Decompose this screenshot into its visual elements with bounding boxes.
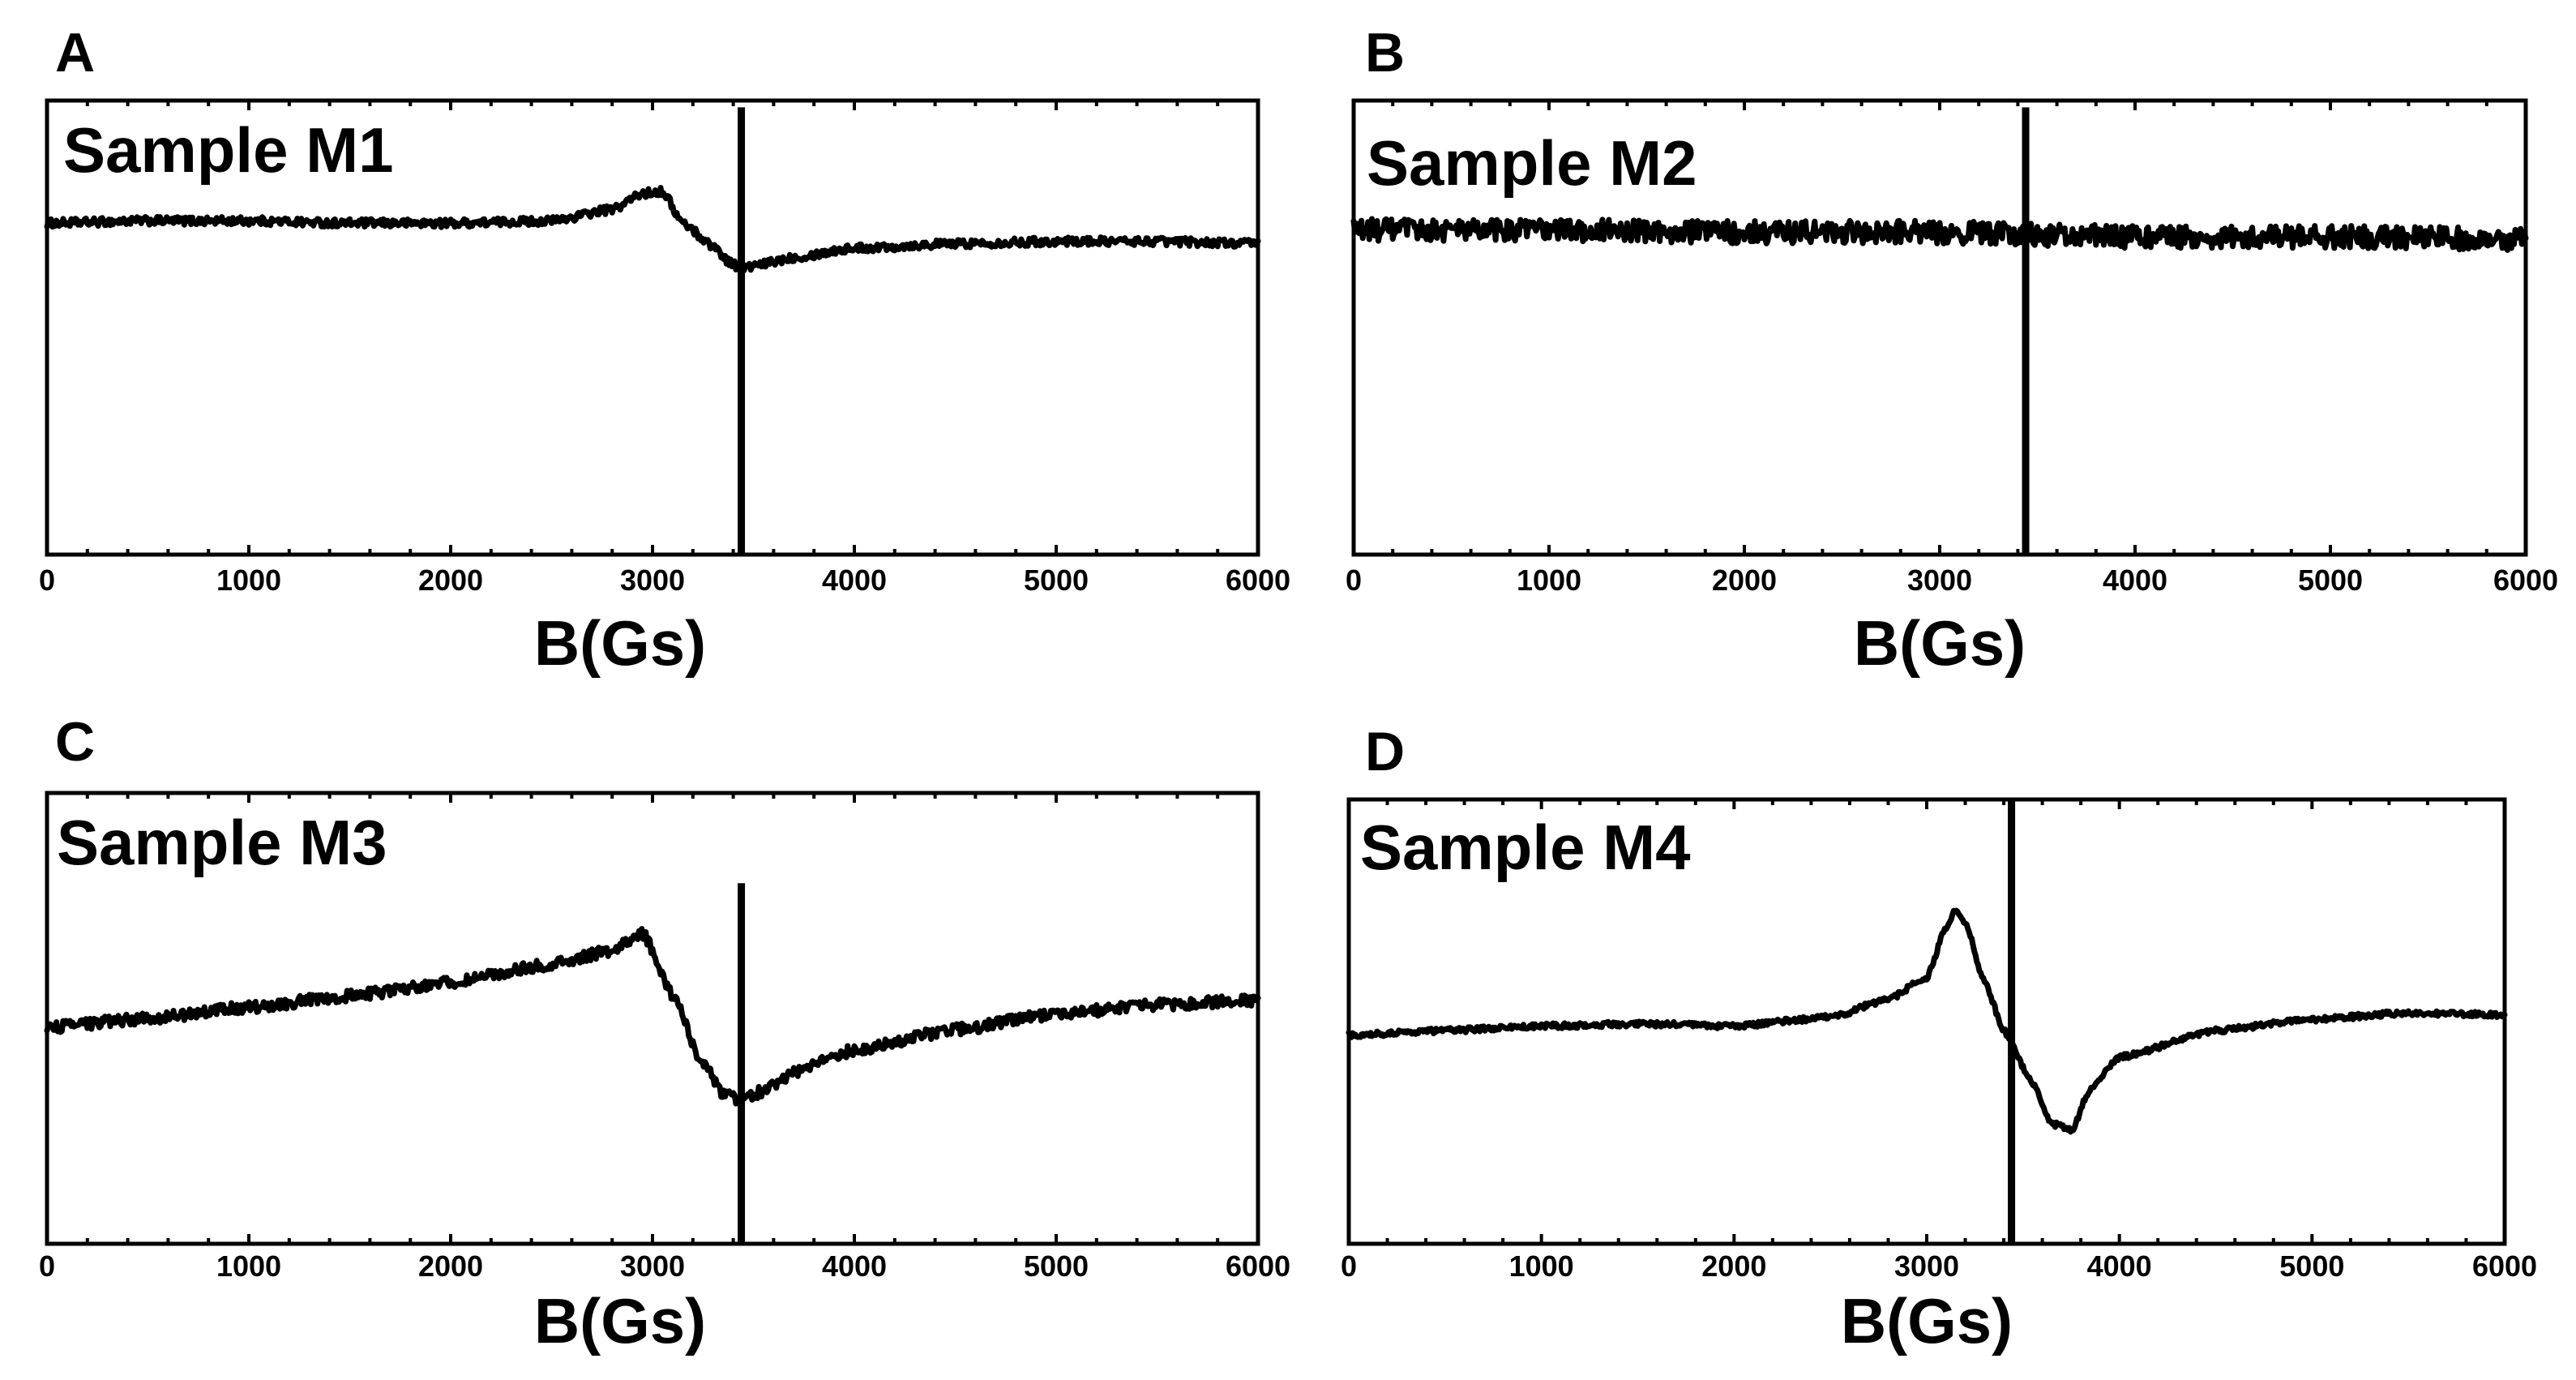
x-tick-label: 2000 [1712,564,1777,597]
panel-letter: A [55,22,95,84]
x-tick-label: 6000 [1226,1249,1290,1283]
x-tick-label: 3000 [1894,1249,1959,1283]
x-tick-label: 2000 [418,564,483,597]
panel-letter: C [55,711,95,773]
x-tick-label: 5000 [2298,564,2363,597]
x-tick-label: 0 [1341,1249,1357,1283]
spectrum-trace [44,185,1261,273]
sample-label: Sample M2 [1367,127,1697,199]
panel-letter: B [1365,22,1405,84]
x-tick-label: 4000 [822,564,887,597]
spectrum-trace [1350,216,2529,253]
x-tick-label: 4000 [2103,564,2167,597]
panel-a: A 0 1000 2000 3000 4000 5000 6000 B(Gs) Sample M1 [39,22,1290,679]
x-tick-label: 4000 [2087,1249,2152,1283]
x-tick-label: 6000 [1226,564,1290,597]
x-tick-label: 3000 [620,564,685,597]
x-tick-label: 1000 [216,1249,281,1283]
x-axis-label: B(Gs) [534,1285,706,1356]
panel-c: C 0 1000 2000 3000 4000 5000 6000 B(Gs) Sample M3 [39,711,1290,1356]
x-axis-label: B(Gs) [534,607,706,679]
sample-label: Sample M4 [1360,812,1690,883]
x-tick-label: 5000 [1024,1249,1089,1283]
sample-label: Sample M3 [57,807,387,878]
x-tick-label: 2000 [418,1249,483,1283]
panel-d: D 0 1000 2000 3000 4000 5000 6000 B(Gs) Sample M4 [1341,721,2537,1356]
panel-letter: D [1365,721,1405,782]
x-axis-label: B(Gs) [1841,1285,2013,1356]
sample-label: Sample M1 [63,114,393,186]
x-axis-label: B(Gs) [1854,607,2026,679]
x-tick-label: 6000 [2472,1249,2537,1283]
x-tick-label: 4000 [822,1249,887,1283]
x-tick-label: 5000 [2279,1249,2344,1283]
x-tick-label: 3000 [620,1249,685,1283]
x-tick-label: 0 [1346,564,1362,597]
x-tick-label: 6000 [2493,564,2558,597]
x-tick-label: 1000 [216,564,281,597]
spectrum-trace [44,926,1261,1107]
x-tick-label: 1000 [1517,564,1581,597]
x-tick-label: 3000 [1907,564,1972,597]
x-tick-label: 5000 [1024,564,1089,597]
x-tick-label: 0 [39,1249,55,1283]
x-tick-label: 2000 [1701,1249,1766,1283]
x-tick-label: 1000 [1509,1249,1574,1283]
spectrum-trace [1346,907,2508,1135]
panel-b: B 0 1000 2000 3000 4000 5000 6000 B(Gs) Sample M2 [1346,22,2558,679]
x-tick-label: 0 [39,564,55,597]
